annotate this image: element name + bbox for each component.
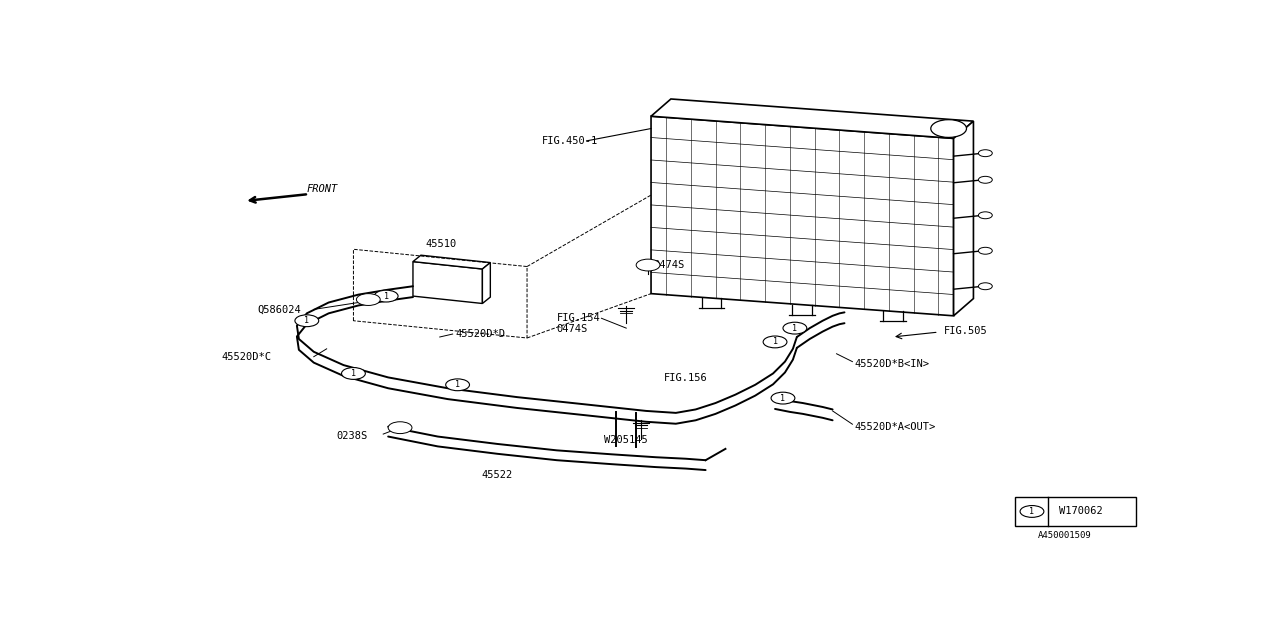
Text: 0474S: 0474S [557, 324, 588, 334]
Text: 45520D*A<OUT>: 45520D*A<OUT> [855, 422, 936, 432]
Text: 1: 1 [792, 324, 797, 333]
Text: FIG.450-1: FIG.450-1 [541, 136, 598, 146]
Text: 1: 1 [1029, 507, 1034, 516]
Circle shape [342, 367, 365, 380]
Polygon shape [483, 262, 490, 303]
Text: 0238S: 0238S [337, 431, 367, 440]
Polygon shape [954, 121, 973, 316]
Circle shape [931, 120, 966, 138]
Text: W170062: W170062 [1059, 506, 1102, 516]
Text: A450001509: A450001509 [1038, 531, 1092, 540]
Text: 1: 1 [773, 337, 777, 346]
Text: 1: 1 [781, 394, 786, 403]
Circle shape [978, 212, 992, 219]
Text: FRONT: FRONT [307, 184, 338, 194]
Circle shape [636, 259, 660, 271]
Circle shape [978, 247, 992, 254]
Circle shape [388, 422, 412, 433]
Text: 45520D*B<IN>: 45520D*B<IN> [855, 358, 929, 369]
Text: FIG.156: FIG.156 [664, 373, 708, 383]
Circle shape [978, 150, 992, 157]
Text: 1: 1 [384, 292, 389, 301]
Text: W205145: W205145 [604, 435, 648, 445]
Circle shape [445, 379, 470, 390]
Circle shape [374, 290, 398, 302]
Polygon shape [413, 262, 483, 303]
Text: 0474S: 0474S [653, 260, 685, 270]
Text: 45510: 45510 [425, 239, 457, 249]
Text: 45520D*C: 45520D*C [221, 352, 271, 362]
Circle shape [771, 392, 795, 404]
Text: 1: 1 [456, 380, 460, 389]
Polygon shape [413, 255, 490, 269]
Circle shape [783, 322, 806, 334]
Bar [1015, 497, 1137, 526]
Circle shape [1020, 506, 1044, 517]
Circle shape [763, 336, 787, 348]
Circle shape [294, 315, 319, 326]
Polygon shape [652, 116, 954, 316]
Circle shape [978, 177, 992, 183]
Text: 45522: 45522 [481, 470, 513, 480]
Text: FIG.505: FIG.505 [943, 326, 987, 335]
Circle shape [978, 283, 992, 290]
Text: 45520D*D: 45520D*D [456, 329, 506, 339]
Circle shape [356, 294, 380, 305]
Polygon shape [652, 99, 973, 138]
Text: FIG.154: FIG.154 [557, 313, 600, 323]
Text: Q586024: Q586024 [257, 305, 301, 314]
Text: 1: 1 [351, 369, 356, 378]
Text: 1: 1 [305, 316, 310, 325]
